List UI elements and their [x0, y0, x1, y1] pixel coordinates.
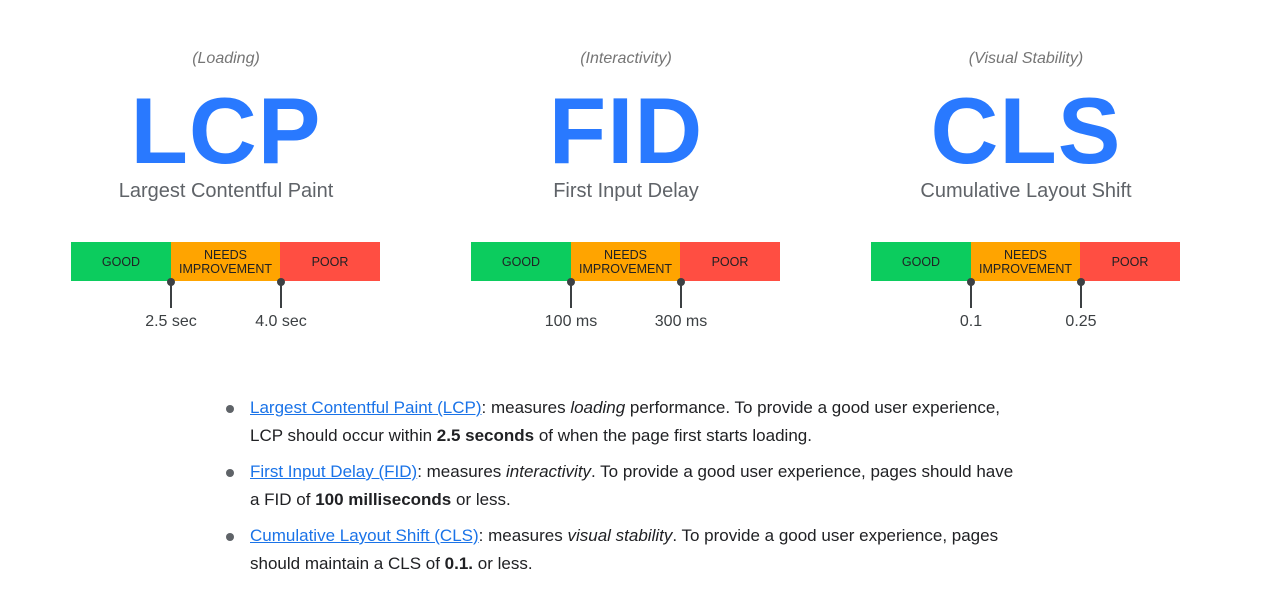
- threshold-marker: [1077, 278, 1085, 308]
- bullet-text: : measures: [417, 462, 507, 481]
- threshold-label: 100 ms: [544, 313, 598, 330]
- metric-abbreviation: FID: [548, 78, 704, 183]
- bullet-text: : measures: [478, 526, 568, 545]
- metrics-description-list: Largest Contentful Paint (LCP): measures…: [224, 394, 1024, 586]
- metric-full-name: Largest Contentful Paint: [118, 180, 334, 202]
- metric-category: (Visual Stability): [968, 50, 1084, 67]
- bullet-text: : measures: [481, 398, 571, 417]
- cls-link[interactable]: Cumulative Layout Shift (CLS): [250, 526, 479, 545]
- threshold-bar: GOOD NEEDS IMPROVEMENT POOR: [71, 242, 380, 281]
- metric-full-name: First Input Delay: [553, 180, 699, 202]
- bullet-strong: 2.5 seconds: [436, 426, 535, 445]
- poor-segment: POOR: [1080, 242, 1180, 281]
- metric-full-name: Cumulative Layout Shift: [920, 180, 1132, 202]
- bullet-strong: 0.1.: [444, 554, 474, 573]
- poor-segment: POOR: [680, 242, 780, 281]
- metric-category: (Interactivity): [580, 50, 672, 67]
- bullet-text: . To provide a good user experience, pag…: [250, 462, 1014, 509]
- needs-improvement-segment: NEEDS IMPROVEMENT: [171, 242, 280, 281]
- threshold-label: 0.25: [1065, 313, 1097, 330]
- lcp-link[interactable]: Largest Contentful Paint (LCP): [250, 398, 482, 417]
- metric-abbreviation: LCP: [130, 78, 322, 183]
- metric-abbreviation: CLS: [930, 78, 1122, 183]
- bullet-text: . To provide a good user experience, pag…: [250, 526, 999, 573]
- bullet-emphasis: visual stability: [567, 526, 673, 545]
- threshold-label: 0.1: [959, 313, 983, 330]
- poor-segment: POOR: [280, 242, 380, 281]
- bullet-emphasis: loading: [570, 398, 626, 417]
- bullet-text: performance. To provide a good user expe…: [250, 398, 1001, 445]
- bullet-emphasis: interactivity: [506, 462, 592, 481]
- metric-category: (Loading): [192, 50, 260, 67]
- threshold-marker: [677, 278, 685, 308]
- good-segment: GOOD: [871, 242, 971, 281]
- good-segment: GOOD: [471, 242, 571, 281]
- threshold-marker: [277, 278, 285, 308]
- threshold-label: 300 ms: [654, 313, 708, 330]
- bullet-icon: [226, 533, 234, 541]
- threshold-marker: [167, 278, 175, 308]
- bullet-strong: 100 milliseconds: [315, 490, 452, 509]
- bullet-text: of when the page first starts loading.: [534, 426, 812, 445]
- needs-improvement-segment: NEEDS IMPROVEMENT: [971, 242, 1080, 281]
- list-item: Largest Contentful Paint (LCP): measures…: [224, 394, 1024, 450]
- bullet-icon: [226, 405, 234, 413]
- needs-improvement-segment: NEEDS IMPROVEMENT: [571, 242, 680, 281]
- list-item: First Input Delay (FID): measures intera…: [224, 458, 1024, 514]
- threshold-bar: GOOD NEEDS IMPROVEMENT POOR: [871, 242, 1180, 281]
- bullet-icon: [226, 469, 234, 477]
- threshold-marker: [967, 278, 975, 308]
- list-item: Cumulative Layout Shift (CLS): measures …: [224, 522, 1024, 578]
- threshold-marker: [567, 278, 575, 308]
- threshold-label: 4.0 sec: [255, 313, 307, 330]
- bullet-text: or less.: [473, 554, 533, 573]
- bullet-text: or less.: [451, 490, 511, 509]
- threshold-bar: GOOD NEEDS IMPROVEMENT POOR: [471, 242, 780, 281]
- threshold-label: 2.5 sec: [145, 313, 197, 330]
- fid-link[interactable]: First Input Delay (FID): [250, 462, 418, 481]
- good-segment: GOOD: [71, 242, 171, 281]
